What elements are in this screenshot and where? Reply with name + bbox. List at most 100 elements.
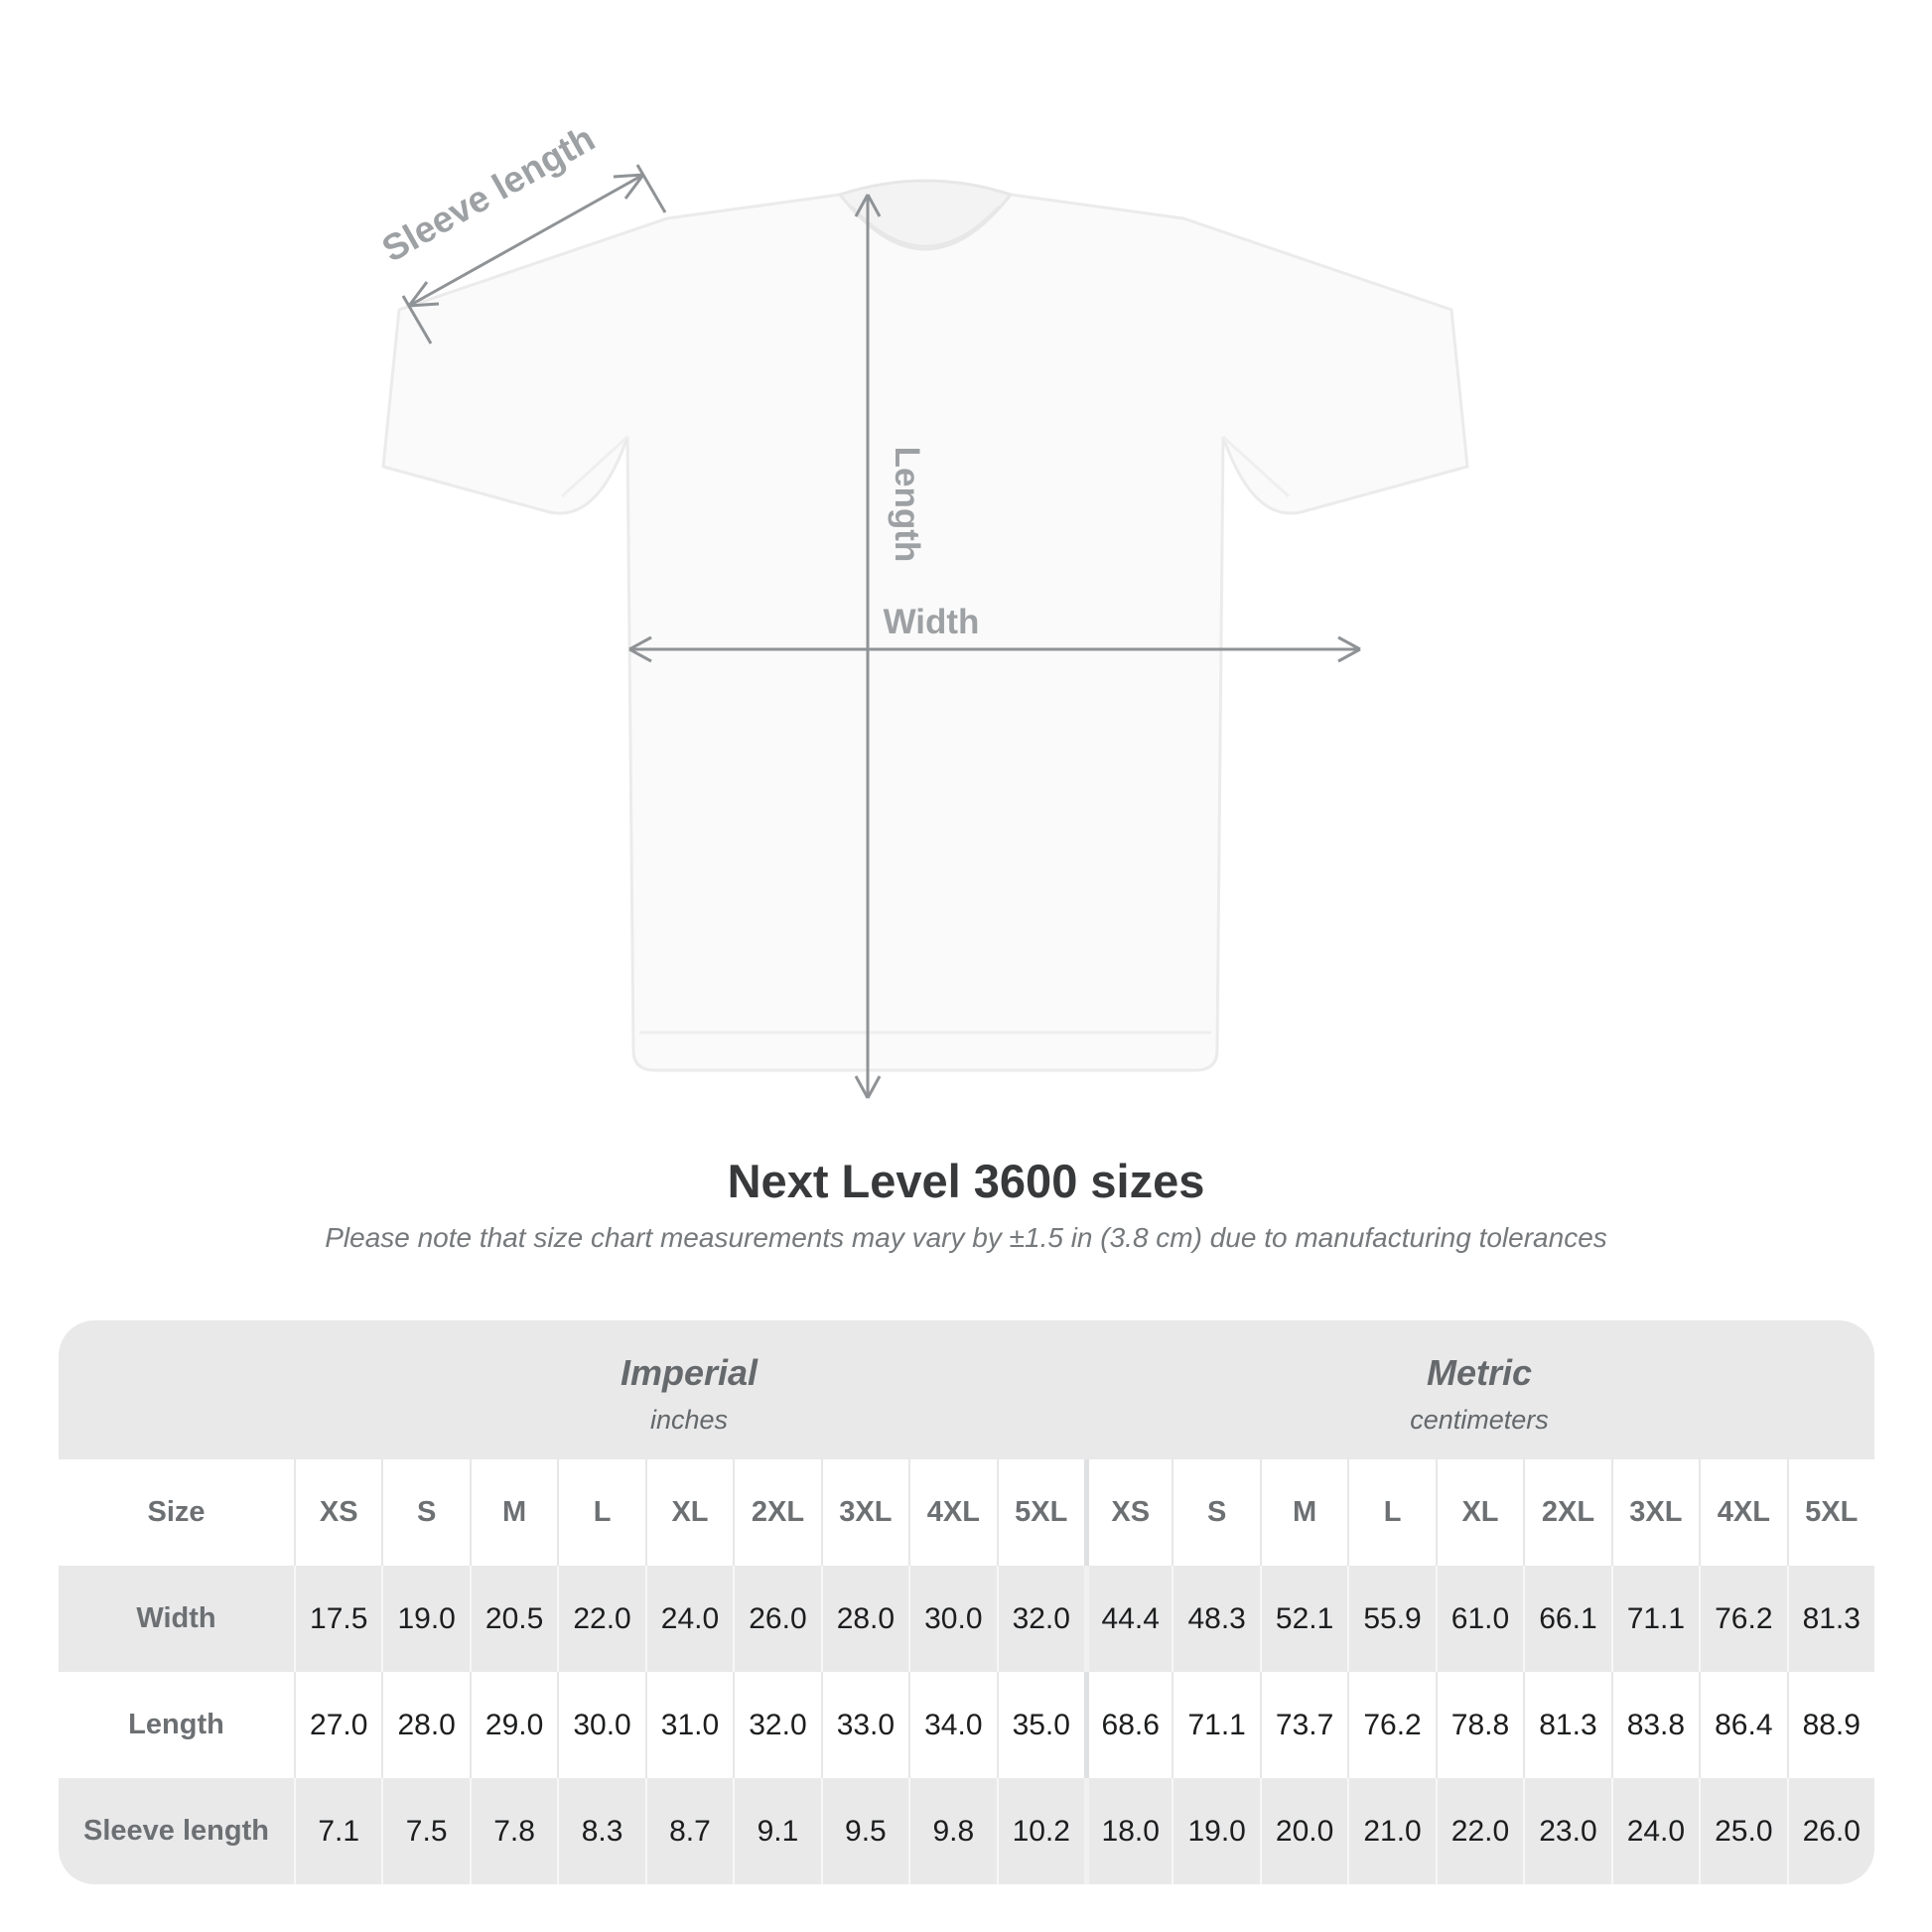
- table-cell: 9.1: [733, 1778, 820, 1884]
- table-row: Sleeve length 7.1 7.5 7.8 8.3 8.7 9.1 9.5 9.8 10.…: [59, 1778, 1874, 1884]
- length-arrow: [854, 194, 882, 1099]
- page-title: Next Level 3600 sizes: [727, 1155, 1205, 1207]
- left-sleeve-seam: [560, 435, 629, 498]
- table-body: Size XS S M L XL 2XL 3XL 4XL 5XL XS S M L XL 2XL 3XL 4XL 5…: [59, 1459, 1874, 1884]
- row-label: Length: [128, 1709, 224, 1740]
- table-cell: 88.9: [1786, 1672, 1874, 1778]
- table-cell: 28.0: [381, 1672, 469, 1778]
- table-cell: 68.6: [1083, 1672, 1172, 1778]
- table-cell: 48.3: [1172, 1566, 1259, 1672]
- table-cell: 34.0: [908, 1672, 996, 1778]
- table-cell: 33.0: [820, 1672, 908, 1778]
- size-column-header: S: [1172, 1459, 1259, 1566]
- table-cell: 7.5: [381, 1778, 469, 1884]
- size-column-header: S: [381, 1459, 469, 1566]
- size-column-header: XL: [1435, 1459, 1523, 1566]
- table-cell: 30.0: [908, 1566, 996, 1672]
- size-column-header: 5XL: [996, 1459, 1084, 1566]
- imperial-label: Imperial: [620, 1352, 759, 1393]
- table-cell: 18.0: [1083, 1778, 1172, 1884]
- table-cell: 23.0: [1523, 1778, 1610, 1884]
- unit-header-spacer: [59, 1320, 294, 1459]
- table-cell: 20.0: [1259, 1778, 1347, 1884]
- size-column-header: 2XL: [733, 1459, 820, 1566]
- size-column-header: 3XL: [820, 1459, 908, 1566]
- row-label: Width: [136, 1602, 216, 1634]
- table-cell: 71.1: [1172, 1672, 1259, 1778]
- size-column-header: M: [1259, 1459, 1347, 1566]
- table-cell: 83.8: [1610, 1672, 1699, 1778]
- size-column-header: 2XL: [1523, 1459, 1610, 1566]
- table-cell: 24.0: [1610, 1778, 1699, 1884]
- tshirt-illustration: [381, 179, 1469, 1072]
- table-cell: 86.4: [1699, 1672, 1786, 1778]
- table-cell: 7.1: [294, 1778, 381, 1884]
- table-cell: 29.0: [469, 1672, 557, 1778]
- table-cell: 44.4: [1083, 1566, 1172, 1672]
- table-cell: 25.0: [1699, 1778, 1786, 1884]
- table-header: Next Level 3600 sizes Please note that s…: [0, 1154, 1932, 1254]
- table-cell: 52.1: [1259, 1566, 1347, 1672]
- table-cell: 35.0: [996, 1672, 1084, 1778]
- table-cell: 22.0: [557, 1566, 644, 1672]
- size-column-header: 3XL: [1610, 1459, 1699, 1566]
- table-cell: 21.0: [1347, 1778, 1435, 1884]
- table-row: Width 17.5 19.0 20.5 22.0 24.0 26.0 28.0 30.0 32.…: [59, 1566, 1874, 1672]
- unit-header-row: Imperial inches Metric centimeters: [59, 1320, 1874, 1459]
- table-cell: 78.8: [1435, 1672, 1523, 1778]
- size-column-header: L: [1347, 1459, 1435, 1566]
- length-label: Length: [888, 447, 926, 563]
- table-cell: 22.0: [1435, 1778, 1523, 1884]
- size-header-row: Size XS S M L XL 2XL 3XL 4XL 5XL XS S M L XL 2XL 3XL 4XL 5…: [59, 1459, 1874, 1566]
- size-column-header: L: [557, 1459, 644, 1566]
- right-sleeve-seam: [1221, 435, 1291, 498]
- unit-group-imperial: Imperial inches: [294, 1320, 1084, 1459]
- table-cell: 19.0: [381, 1566, 469, 1672]
- table-cell: 73.7: [1259, 1672, 1347, 1778]
- row-label: Sleeve length: [83, 1815, 269, 1847]
- tshirt-measurement-diagram: Sleeve length Length Width: [375, 118, 1469, 1099]
- table-cell: 28.0: [820, 1566, 908, 1672]
- size-column-header: XL: [644, 1459, 733, 1566]
- metric-label: Metric: [1426, 1352, 1533, 1393]
- table-cell: 71.1: [1610, 1566, 1699, 1672]
- table-cell: 76.2: [1699, 1566, 1786, 1672]
- table-cell: 24.0: [644, 1566, 733, 1672]
- tolerance-note: Please note that size chart measurements…: [325, 1222, 1607, 1253]
- table-cell: 55.9: [1347, 1566, 1435, 1672]
- table-cell: 66.1: [1523, 1566, 1610, 1672]
- sleeve-length-arrow: [401, 164, 667, 345]
- collar-inner-seam: [851, 206, 1000, 248]
- table-row: Length 27.0 28.0 29.0 30.0 31.0 32.0 33.0 34.0 35…: [59, 1672, 1874, 1778]
- imperial-unit-label: inches: [649, 1405, 729, 1435]
- table-cell: 27.0: [294, 1672, 381, 1778]
- table-cell: 9.8: [908, 1778, 996, 1884]
- unit-group-metric: Metric centimeters: [1084, 1320, 1874, 1459]
- table-cell: 20.5: [469, 1566, 557, 1672]
- table-cell: 8.7: [644, 1778, 733, 1884]
- row-label: Size: [147, 1496, 206, 1528]
- size-column-header: 4XL: [908, 1459, 996, 1566]
- table-cell: 76.2: [1347, 1672, 1435, 1778]
- table-cell: 26.0: [733, 1566, 820, 1672]
- size-column-header: 5XL: [1786, 1459, 1874, 1566]
- size-column-header: XS: [1083, 1459, 1172, 1566]
- width-arrow: [628, 635, 1361, 663]
- size-column-header: XS: [294, 1459, 381, 1566]
- metric-unit-label: centimeters: [1410, 1405, 1549, 1435]
- table-cell: 31.0: [644, 1672, 733, 1778]
- table-cell: 10.2: [996, 1778, 1084, 1884]
- table-cell: 19.0: [1172, 1778, 1259, 1884]
- table-cell: 32.0: [733, 1672, 820, 1778]
- size-column-header: M: [469, 1459, 557, 1566]
- table-cell: 8.3: [557, 1778, 644, 1884]
- size-column-header: 4XL: [1699, 1459, 1786, 1566]
- table-cell: 32.0: [996, 1566, 1084, 1672]
- table-cell: 61.0: [1435, 1566, 1523, 1672]
- table-cell: 9.5: [820, 1778, 908, 1884]
- table-cell: 7.8: [469, 1778, 557, 1884]
- table-cell: 81.3: [1523, 1672, 1610, 1778]
- sleeve-length-label: Sleeve length: [375, 118, 602, 270]
- table-cell: 26.0: [1786, 1778, 1874, 1884]
